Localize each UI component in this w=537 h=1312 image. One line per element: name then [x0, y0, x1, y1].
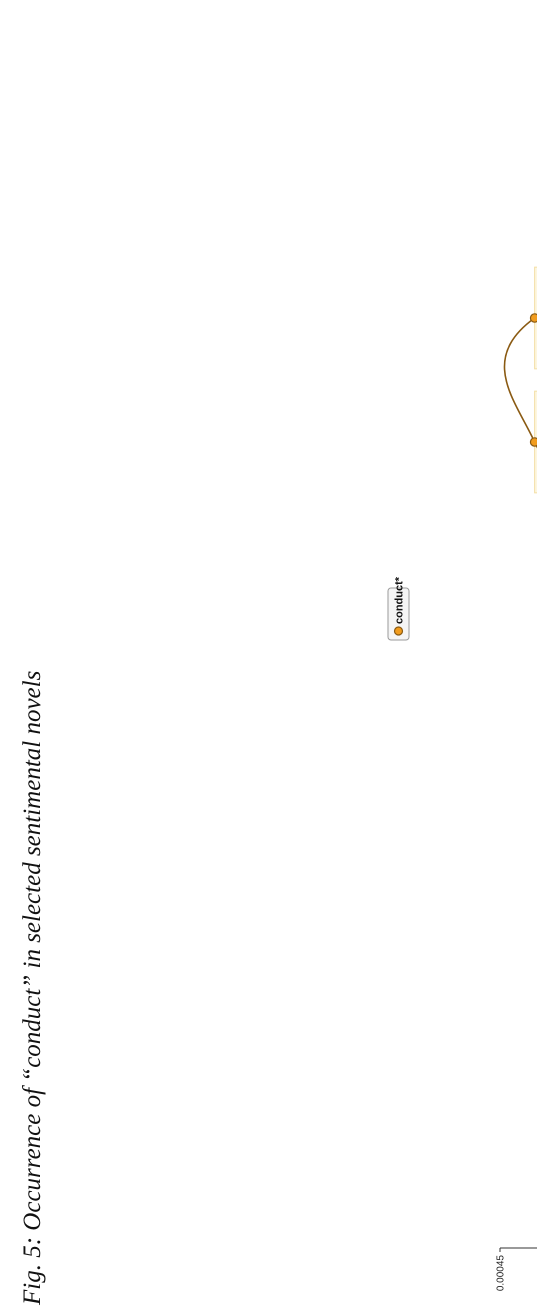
legend-entry-conduct: conduct* — [394, 576, 406, 624]
axes: 0.000000.000050.000100.000150.000200.000… — [496, 1247, 537, 1292]
legend-marker-icon — [393, 626, 404, 636]
point-group — [529, 313, 537, 447]
legend: conduct* — [387, 576, 410, 641]
data-point-7 — [529, 313, 537, 323]
legend-box — [387, 587, 410, 641]
series-line-conduct — [503, 69, 537, 1187]
figure-caption: Fig. 5: Occurrence of “conduct” in selec… — [19, 671, 46, 1306]
y-tick-label: 0.00045 — [496, 1255, 507, 1292]
plot-area: 0.000000.000050.000100.000150.000200.000… — [387, 69, 537, 1292]
data-point-6 — [529, 437, 537, 447]
